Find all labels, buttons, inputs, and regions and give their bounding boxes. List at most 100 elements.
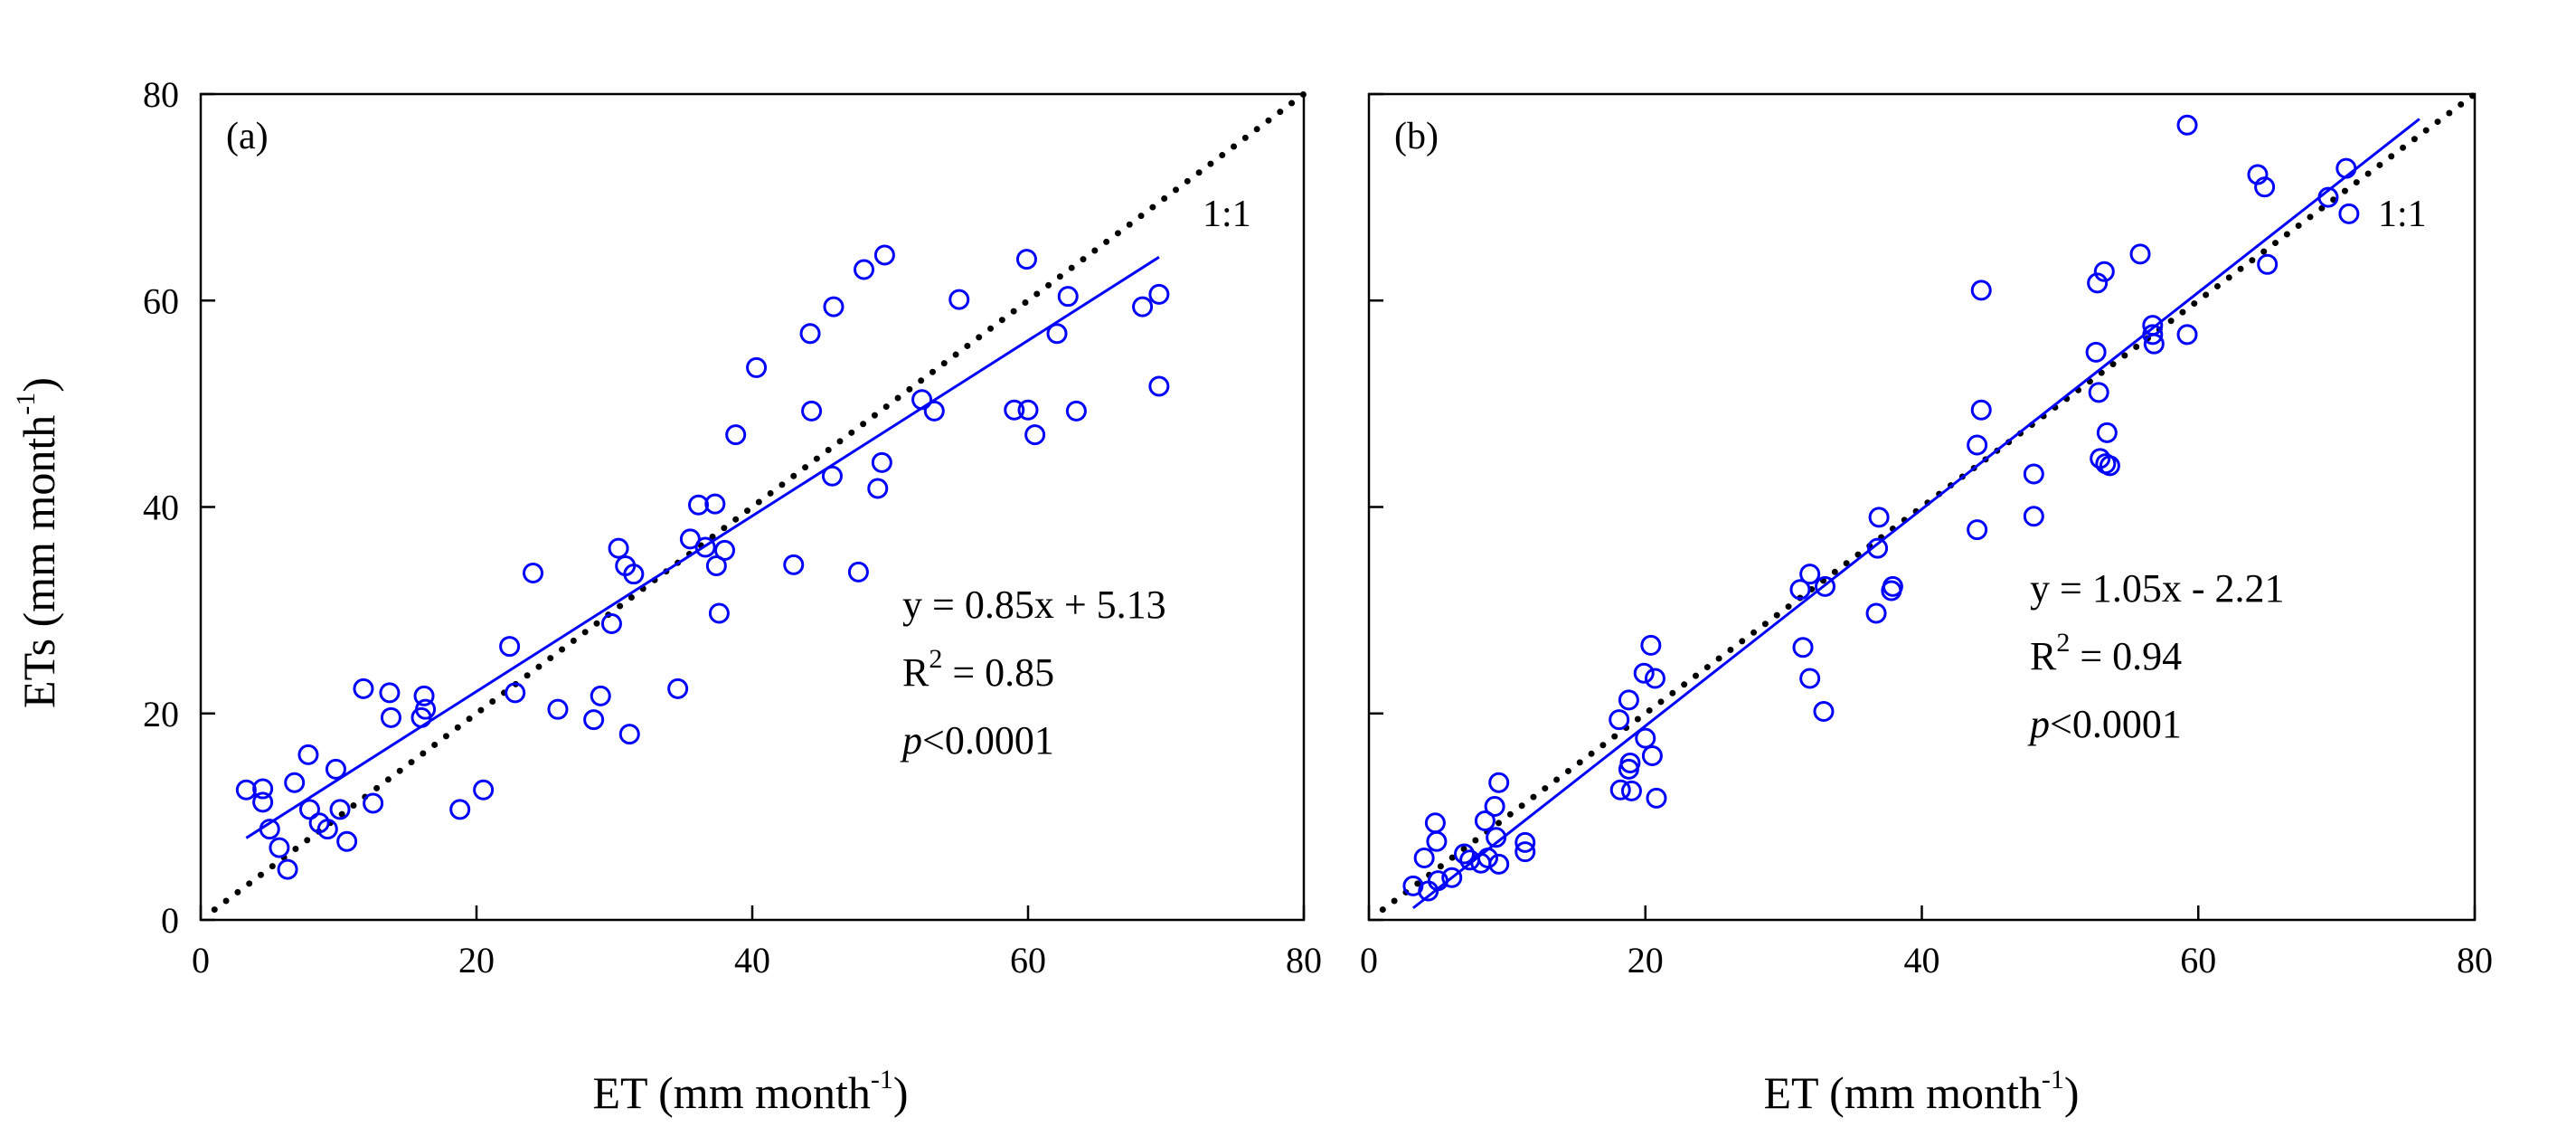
fit-equation: y = 1.05x - 2.21 xyxy=(2030,566,2284,611)
x-axis-title-a-main: ET (mm month xyxy=(592,1067,870,1118)
data-point xyxy=(363,792,384,814)
r-squared-prefix: R xyxy=(902,650,929,695)
y-axis-title: ETs (mm month-1) xyxy=(11,377,64,708)
data-point xyxy=(725,424,747,446)
data-point xyxy=(823,296,845,317)
data-point xyxy=(854,259,875,280)
data-point xyxy=(1967,519,1988,541)
data-point xyxy=(284,772,306,793)
data-point xyxy=(2335,157,2357,179)
x-tick-label: 0 xyxy=(1360,940,1378,981)
data-point xyxy=(329,799,351,820)
data-point xyxy=(704,493,726,515)
data-point xyxy=(1970,280,1992,301)
r-squared-value: = 0.94 xyxy=(2070,634,2182,678)
data-point xyxy=(1635,727,1656,749)
data-point xyxy=(608,537,629,559)
data-point xyxy=(2247,164,2269,185)
y-tick-label: 0 xyxy=(161,900,179,941)
data-point xyxy=(1132,296,1154,317)
panel-a: 0 20 40 60 80 0 20 40 60 80 (a) 1:1 y = 0.85x + 5.13… xyxy=(143,74,1322,981)
data-point xyxy=(1413,848,1435,869)
data-point xyxy=(821,465,843,487)
data-point xyxy=(1441,867,1463,888)
r-squared-sup: 2 xyxy=(2056,628,2070,658)
data-point xyxy=(413,685,435,706)
data-point xyxy=(1868,507,1890,528)
data-point xyxy=(325,758,346,780)
data-point xyxy=(1453,843,1475,865)
x-axis-title-b-sup: -1 xyxy=(2042,1065,2064,1094)
y-axis-title-main: ETs (mm month xyxy=(14,415,64,708)
data-point xyxy=(1640,634,1662,656)
data-point xyxy=(1882,575,1903,597)
data-point xyxy=(252,791,274,813)
data-point xyxy=(235,779,257,801)
data-point xyxy=(1644,668,1665,689)
x-axis-title-a-sup: -1 xyxy=(871,1065,893,1094)
data-point xyxy=(948,289,970,310)
data-point xyxy=(1641,745,1663,767)
data-point xyxy=(2096,422,2118,443)
data-point xyxy=(2099,455,2120,477)
data-point xyxy=(1484,795,1505,817)
data-point xyxy=(1017,399,1039,421)
data-point xyxy=(2023,463,2044,485)
data-point xyxy=(2176,114,2198,136)
y-tick-label: 40 xyxy=(143,488,179,528)
data-point xyxy=(667,677,689,699)
data-point xyxy=(353,677,374,699)
data-point xyxy=(1792,637,1814,659)
x-tick-label: 40 xyxy=(734,940,770,981)
data-point xyxy=(259,819,280,840)
data-point xyxy=(911,389,933,411)
r-squared: R2 = 0.85 xyxy=(902,644,1054,695)
data-point xyxy=(799,323,821,345)
data-point xyxy=(1148,375,1170,397)
panel-label: (b) xyxy=(1394,116,1439,157)
data-point xyxy=(867,478,889,499)
data-point xyxy=(600,612,622,634)
panel-label: (a) xyxy=(226,116,269,157)
p-value-symbol: p xyxy=(2027,702,2050,746)
data-point xyxy=(379,682,401,704)
data-point xyxy=(705,555,727,577)
data-point xyxy=(252,778,274,800)
data-point xyxy=(2143,333,2165,355)
data-point xyxy=(1514,841,1536,863)
data-point xyxy=(871,451,892,473)
p-value: p<0.0001 xyxy=(2027,702,2182,746)
x-axis-title-a-close: ) xyxy=(893,1067,909,1118)
x-tick-label: 20 xyxy=(1628,940,1664,981)
data-point xyxy=(2142,324,2164,346)
x-axis-title-b-close: ) xyxy=(2064,1067,2080,1118)
p-value-text: <0.0001 xyxy=(922,718,1054,763)
fit-equation: y = 0.85x + 5.13 xyxy=(902,583,1166,627)
data-point xyxy=(847,561,869,583)
p-value: p<0.0001 xyxy=(900,718,1054,763)
one-to-one-label: 1:1 xyxy=(2378,194,2427,235)
data-point xyxy=(618,724,640,745)
data-point xyxy=(1967,434,1988,456)
data-point xyxy=(2023,506,2044,527)
data-point xyxy=(499,636,521,658)
x-tick-label: 80 xyxy=(2457,940,2493,981)
data-point xyxy=(783,554,805,575)
x-axis-title-a: ET (mm month-1) xyxy=(592,1065,908,1118)
data-point xyxy=(1424,812,1446,834)
data-point xyxy=(688,494,710,516)
data-point xyxy=(2176,324,2198,346)
data-point xyxy=(1474,810,1496,831)
data-point xyxy=(583,709,605,731)
data-point xyxy=(277,858,298,880)
data-point xyxy=(801,400,823,422)
data-point xyxy=(1620,780,1642,801)
data-point xyxy=(547,698,569,720)
one-to-one-line xyxy=(211,90,1307,914)
y-tick-label: 60 xyxy=(143,280,179,321)
data-point xyxy=(708,602,730,624)
data-point xyxy=(2087,272,2109,294)
p-value-text: <0.0001 xyxy=(2050,702,2182,746)
data-point xyxy=(1609,779,1631,801)
y-tick-label: 20 xyxy=(143,694,179,734)
